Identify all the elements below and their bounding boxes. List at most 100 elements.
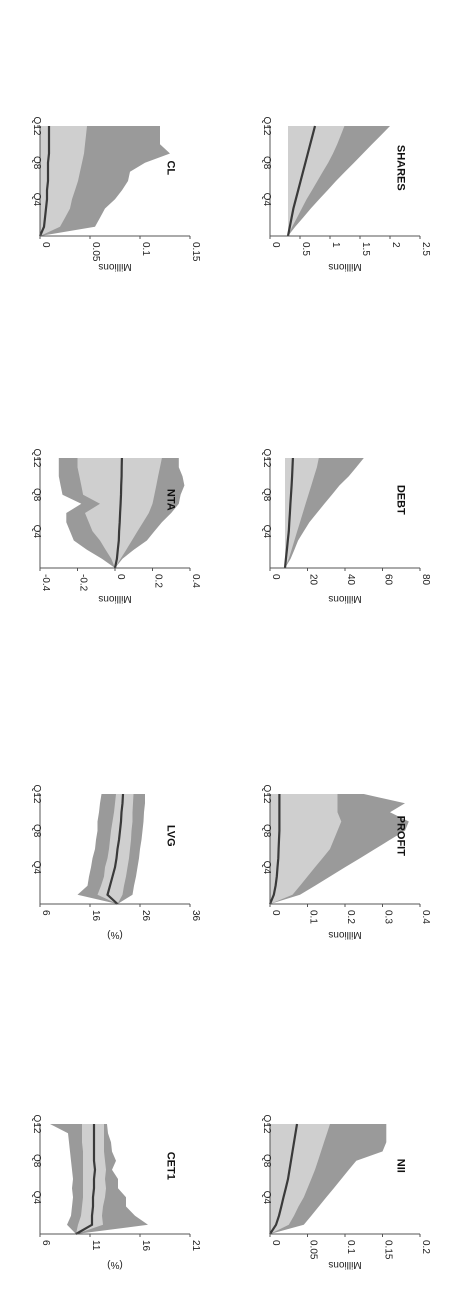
cl-xtick-label: Q8 [31, 156, 42, 170]
cet1-ylabel: (%) [107, 1259, 123, 1270]
panel-cet1: 6 11 16 21 Q4 Q8 Q12 (%) CET1 [31, 1115, 201, 1270]
panel-nii: 0 0.05 0.1 0.15 0.2 Q4 Q8 Q12 Millions NII [261, 1115, 431, 1270]
cet1-xtick-label: Q4 [31, 1191, 42, 1205]
cl-ylabel: Millions [98, 261, 131, 272]
cl-xtick-label: Q12 [31, 117, 42, 136]
nii-xtick-label: Q4 [261, 1191, 272, 1205]
shares-ytick-label: 1.5 [360, 242, 371, 256]
cl-ytick-label: 0.1 [140, 242, 151, 256]
debt-xtick-label: Q8 [261, 488, 272, 502]
lvg-ytick-label: 6 [40, 910, 51, 916]
profit-ytick-label: 0.2 [345, 910, 356, 924]
cet1-median-line [75, 1124, 97, 1235]
cl-ytick-label: 0.05 [90, 242, 101, 262]
shares-xtick-label: Q4 [261, 193, 272, 207]
cet1-title: CET1 [165, 1152, 177, 1180]
cl-median-line [38, 126, 51, 237]
lvg-xtick-label: Q4 [31, 861, 42, 875]
nta-xtick-label: Q12 [31, 449, 42, 468]
panel-cl: 0 0.05 0.1 0.15 Q4 Q8 Q12 Millions CL [31, 117, 201, 272]
lvg-ylabel: (%) [107, 929, 123, 940]
cet1-xtick-label: Q12 [31, 1115, 42, 1134]
cet1-ytick-label: 6 [40, 1240, 51, 1246]
shares-title: SHARES [395, 145, 407, 191]
profit-xtick-label: Q8 [261, 824, 272, 838]
debt-title: DEBT [395, 485, 407, 515]
profit-xtick-label: Q12 [261, 785, 272, 804]
nii-xtick-label: Q12 [261, 1115, 272, 1134]
nta-xtick-label: Q4 [31, 525, 42, 539]
lvg-xtick-label: Q12 [31, 785, 42, 804]
debt-ytick-label: 20 [308, 574, 319, 586]
nii-ytick-label: 0.1 [345, 1240, 356, 1254]
shares-xtick-label: Q12 [261, 117, 272, 136]
lvg-ytick-label: 26 [140, 910, 151, 922]
nii-ylabel: Millions [328, 1259, 361, 1270]
nii-xtick-label: Q8 [261, 1154, 272, 1168]
lvg-title: LVG [165, 825, 177, 847]
panel-debt: 0 20 40 60 80 Q4 Q8 Q12 Millions DEBT [261, 449, 431, 604]
profit-inner-band [270, 794, 342, 904]
shares-ylabel: Millions [328, 261, 361, 272]
lvg-ytick-label: 36 [190, 910, 201, 922]
debt-median-line [283, 457, 294, 569]
cet1-ytick-label: 21 [190, 1240, 201, 1252]
profit-xtick-label: Q4 [261, 861, 272, 875]
panel-lvg: 6 16 26 36 Q4 Q8 Q12 (%) LVG [31, 785, 201, 940]
debt-ylabel: Millions [328, 593, 361, 604]
debt-ytick-label: 0 [270, 574, 281, 580]
cl-ytick-label: 0.15 [190, 242, 201, 262]
shares-median-line [286, 125, 317, 237]
cet1-ytick-label: 16 [140, 1240, 151, 1252]
cet1-xtick-label: Q8 [31, 1154, 42, 1168]
cl-xtick-label: Q4 [31, 193, 42, 207]
panel-shares: 0 0.5 1 1.5 2 2.5 Q4 Q8 Q12 Millions SHARES [261, 117, 431, 272]
nii-ytick-label: 0.15 [383, 1240, 394, 1260]
shares-inner-band [288, 126, 345, 236]
panel-nta: -0.4 -0.2 0 0.2 0.4 Q4 Q8 Q12 Millions NTA [31, 449, 201, 604]
profit-median-line [268, 794, 281, 905]
nta-ytick-label: 0 [115, 574, 126, 580]
debt-inner-band [285, 458, 319, 568]
nta-ytick-label: 0.2 [153, 574, 164, 588]
debt-ytick-label: 40 [345, 574, 356, 586]
cl-title: CL [165, 160, 177, 175]
debt-ytick-label: 80 [420, 574, 431, 586]
profit-title: PROFIT [395, 816, 407, 857]
nta-title: NTA [165, 489, 177, 511]
nii-ytick-label: 0.2 [420, 1240, 431, 1254]
shares-ytick-label: 1 [330, 242, 341, 248]
lvg-ytick-label: 16 [90, 910, 101, 922]
lvg-median-line [106, 793, 125, 905]
nii-median-line [269, 1123, 299, 1235]
nii-ytick-label: 0 [270, 1240, 281, 1246]
panel-profit: 0 0.1 0.2 0.3 0.4 Q4 Q8 Q12 Millions PROFIT [261, 785, 431, 940]
nii-inner-band [270, 1124, 330, 1234]
debt-xtick-label: Q4 [261, 525, 272, 539]
nta-xtick-label: Q8 [31, 488, 42, 502]
profit-ylabel: Millions [328, 929, 361, 940]
shares-ytick-label: 0.5 [300, 242, 311, 256]
nta-median-line [113, 457, 123, 569]
profit-ytick-label: 0 [270, 910, 281, 916]
lvg-xtick-label: Q8 [31, 824, 42, 838]
profit-ytick-label: 0.1 [308, 910, 319, 924]
shares-ytick-label: 2 [390, 242, 401, 248]
nii-title: NII [395, 1159, 407, 1173]
nta-ytick-label: -0.2 [78, 574, 89, 592]
nta-ytick-label: 0.4 [190, 574, 201, 588]
cl-ytick-label: 0 [40, 242, 51, 248]
cet1-ytick-label: 11 [90, 1240, 101, 1251]
nii-ytick-label: 0.05 [308, 1240, 319, 1260]
cet1-inner-band [76, 1124, 106, 1234]
profit-ytick-label: 0.3 [383, 910, 394, 924]
shares-xtick-label: Q8 [261, 156, 272, 170]
shares-ytick-label: 0 [270, 242, 281, 248]
nta-ylabel: Millions [98, 593, 131, 604]
cl-inner-band [40, 126, 87, 236]
debt-xtick-label: Q12 [261, 449, 272, 468]
shares-ytick-label: 2.5 [420, 242, 431, 256]
profit-ytick-label: 0.4 [420, 910, 431, 924]
